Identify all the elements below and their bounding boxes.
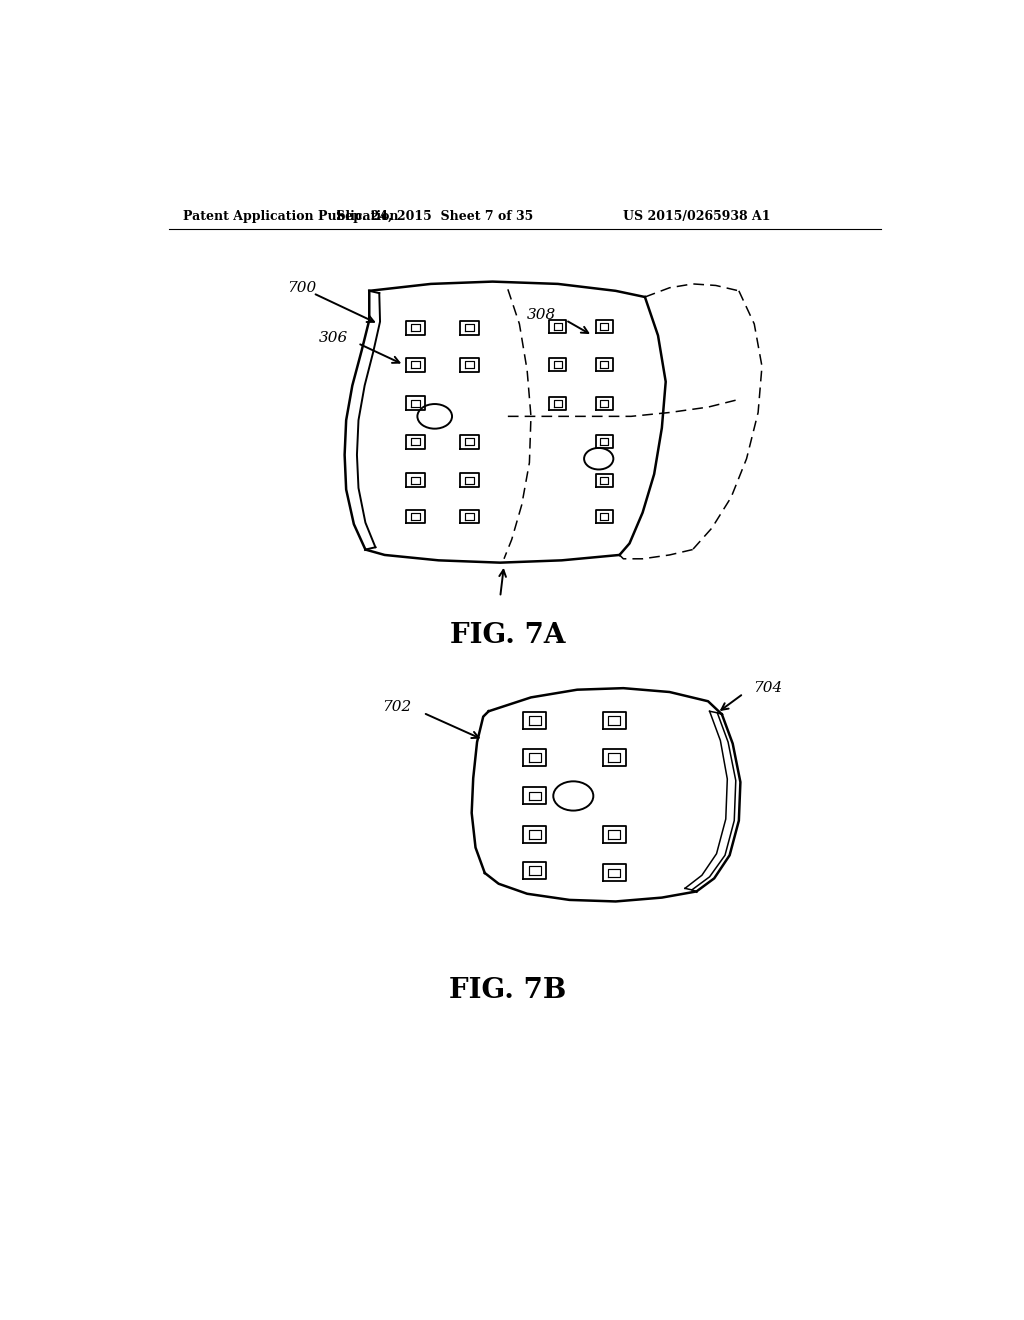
Text: 704: 704 — [753, 681, 782, 696]
Text: 306: 306 — [318, 331, 348, 345]
Text: Sep. 24, 2015  Sheet 7 of 35: Sep. 24, 2015 Sheet 7 of 35 — [336, 210, 534, 223]
Text: 700: 700 — [287, 281, 316, 294]
Text: FIG. 7B: FIG. 7B — [450, 977, 566, 1003]
Text: Patent Application Publication: Patent Application Publication — [183, 210, 398, 223]
Text: US 2015/0265938 A1: US 2015/0265938 A1 — [624, 210, 771, 223]
Text: 308: 308 — [527, 308, 556, 322]
Text: FIG. 7A: FIG. 7A — [451, 622, 565, 649]
Text: 702: 702 — [382, 700, 412, 714]
